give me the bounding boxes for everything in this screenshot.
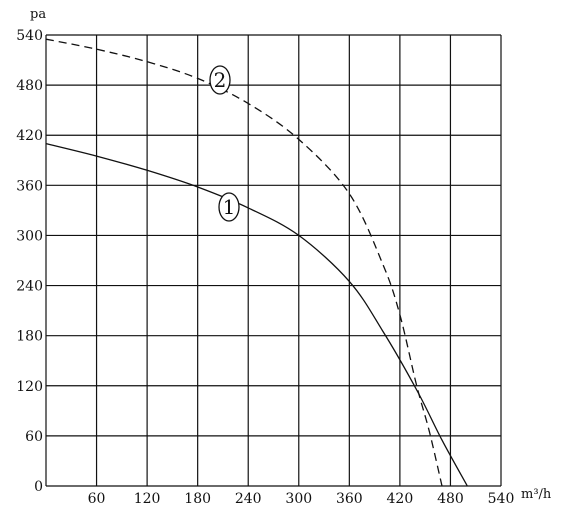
y-tick-label: 540 <box>16 28 43 44</box>
x-tick-label: 120 <box>134 491 161 507</box>
x-tick-label: 240 <box>235 491 262 507</box>
curve-2 <box>45 38 443 487</box>
x-tick-label: 420 <box>387 491 414 507</box>
y-axis-label: pa <box>30 7 46 22</box>
y-tick-label: 300 <box>16 228 43 244</box>
y-tick-label: 360 <box>16 178 43 194</box>
curves <box>45 38 468 487</box>
x-tick-label: 480 <box>437 491 464 507</box>
y-tick-label: 420 <box>16 128 43 144</box>
x-tick-label: 300 <box>285 491 312 507</box>
y-tick-label: 0 <box>34 479 43 495</box>
grid <box>45 34 502 487</box>
y-tick-label: 240 <box>16 279 43 295</box>
x-tick-label: 180 <box>184 491 211 507</box>
curve-label-circle-2 <box>209 65 231 95</box>
x-tick-label: 60 <box>88 491 106 507</box>
curve-label-circle-1 <box>218 192 240 222</box>
curve-label-2: 2 <box>214 68 227 92</box>
x-tick-label: 540 <box>488 491 515 507</box>
curve-1 <box>45 142 468 487</box>
tick-labels: 0 60 120 180 240 300 360 420 480 540 60 120 180 240 30… <box>16 28 514 507</box>
y-tick-label: 60 <box>25 429 43 445</box>
y-tick-label: 180 <box>16 329 43 345</box>
curve-labels: 12 <box>209 65 240 222</box>
y-tick-label: 120 <box>16 379 43 395</box>
x-axis-label: m³/h <box>521 487 552 502</box>
y-tick-label: 480 <box>16 78 43 94</box>
curve-label-1: 1 <box>223 195 236 219</box>
x-tick-label: 360 <box>336 491 363 507</box>
